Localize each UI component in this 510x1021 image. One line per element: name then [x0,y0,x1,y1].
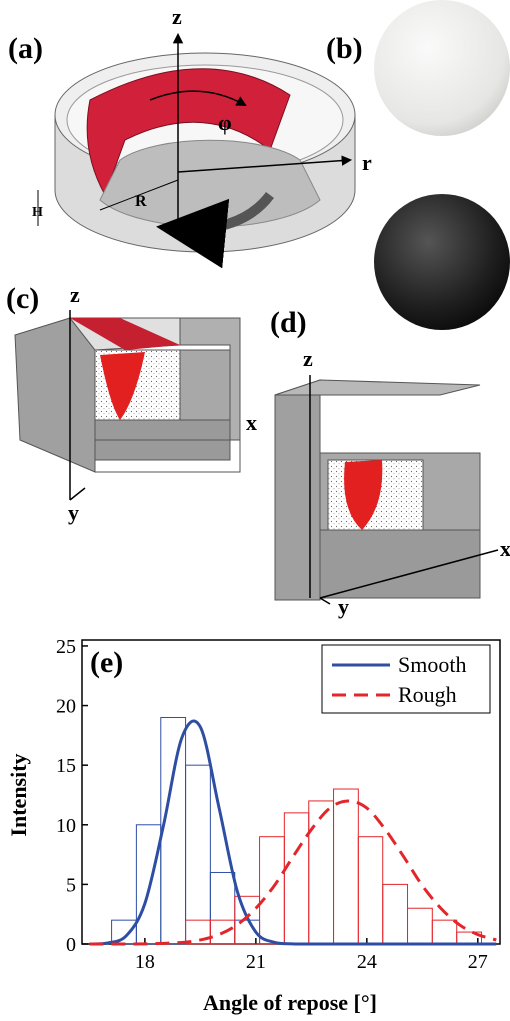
axis-label: y [338,594,349,619]
dimension-label: H [32,205,43,220]
legend-label: Smooth [398,652,466,677]
panel-d: (d) z x y [270,306,510,619]
axis-label: z [172,4,182,29]
histogram-bar [432,920,456,944]
axis-label: r [362,150,372,175]
x-tick-label: 27 [468,951,488,973]
rotating-floor [100,140,320,227]
axis-label: φ [218,110,232,135]
dimension-label: R [135,193,147,210]
axis-label: z [70,282,80,307]
wall [15,318,95,472]
axis [70,488,85,500]
panel-label: (d) [270,306,307,339]
histogram-bar [284,813,308,944]
rough-sphere [374,194,510,330]
y-tick-label: 20 [56,696,76,718]
histogram-bar [136,825,160,944]
fit-curve [89,801,496,944]
axis-label: z [303,346,313,371]
axis-label: x [500,536,510,561]
panel-c: (c) z x y [6,282,257,525]
figure: (a) z r φ R H (b) (c) z x y [0,0,510,1021]
x-tick-label: 21 [246,951,266,973]
smooth-sphere [374,0,510,136]
panel-label: (b) [326,32,363,65]
y-tick-label: 0 [66,934,76,956]
axis [320,598,330,604]
y-tick-label: 10 [56,815,76,837]
axis-label: x [246,410,257,435]
y-tick-label: 5 [66,874,76,896]
histogram-bar [358,837,382,944]
histogram-bar [309,801,334,944]
histogram-bar [186,765,211,944]
panel-label: (a) [8,32,43,65]
panel-a: (a) z r φ R H [8,4,372,252]
legend-label: Rough [398,682,457,707]
panel-label: (e) [90,646,123,679]
y-tick-label: 15 [56,755,76,777]
x-tick-label: 18 [135,951,155,973]
fit-curve [89,721,496,944]
histogram-bar [161,717,186,944]
histogram-chart: (e) Angle of repose [°] Intensity 18 21 24… [6,636,500,1015]
y-axis-label: Intensity [6,753,31,836]
x-axis-label: Angle of repose [°] [203,990,377,1015]
wall [275,380,320,600]
histogram-bar [334,789,359,944]
histogram-bar [408,908,433,944]
panel-label: (c) [6,282,39,315]
histogram-bar [383,884,408,944]
axis-label: y [68,500,79,525]
top-wall [275,380,480,395]
floor [320,530,480,598]
y-tick-label: 25 [56,636,76,658]
x-tick-label: 24 [357,951,377,973]
